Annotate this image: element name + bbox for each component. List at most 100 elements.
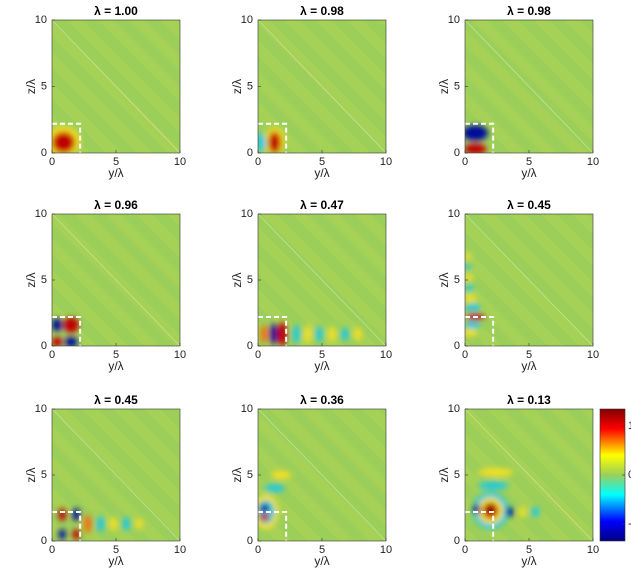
y-tick-label: 5	[247, 274, 253, 286]
field-blob	[465, 303, 481, 312]
source-box	[465, 122, 495, 153]
x-tick-label: 10	[380, 349, 392, 361]
field-blob	[268, 131, 282, 153]
x-tick-label: 10	[587, 156, 599, 168]
field-blobs	[472, 468, 540, 530]
field-map	[52, 20, 180, 153]
field-blob	[477, 481, 509, 490]
y-tick-label: 5	[41, 469, 47, 481]
x-tick-label: 0	[255, 156, 261, 168]
field-blob	[341, 327, 349, 341]
source-box	[258, 510, 288, 541]
y-tick-label: 5	[454, 274, 460, 286]
y-tick-label: 0	[247, 147, 253, 159]
field-blob	[58, 529, 67, 540]
x-axis-label: y/λ	[108, 166, 123, 180]
x-tick-label: 0	[462, 156, 468, 168]
x-tick-label: 5	[526, 544, 532, 556]
y-tick-label: 5	[247, 80, 253, 92]
field-blob	[52, 318, 63, 332]
source-box	[52, 315, 82, 346]
x-tick-label: 5	[526, 156, 532, 168]
panel-title: λ = 0.13	[507, 393, 551, 407]
field-blob	[84, 514, 92, 534]
source-box	[465, 510, 495, 541]
field-blobs	[52, 316, 79, 346]
colorbar-tick-label: -1	[628, 518, 631, 530]
field-blob	[72, 507, 81, 522]
y-tick-label: 5	[454, 469, 460, 481]
diagonal	[52, 214, 180, 346]
y-tick-label: 10	[448, 208, 460, 220]
y-tick-label: 10	[448, 14, 460, 26]
field-blob	[260, 324, 269, 344]
x-tick-label: 0	[255, 349, 261, 361]
panel: 0 5 10 0 5 10 λ = 0.45 y/λ z/λ	[24, 393, 186, 568]
source-box	[465, 315, 495, 346]
field-blob	[264, 484, 285, 493]
y-axis-label: z/λ	[230, 79, 244, 94]
x-axis-label: y/λ	[314, 554, 329, 568]
y-tick-label: 10	[448, 403, 460, 415]
y-axis-label: z/λ	[230, 467, 244, 482]
field-blob	[269, 323, 278, 345]
y-tick-label: 10	[241, 208, 253, 220]
diagonal	[465, 20, 593, 153]
field-map	[465, 214, 593, 346]
field-blob	[354, 327, 362, 341]
field-blob	[109, 517, 118, 531]
field-blob	[518, 506, 527, 518]
y-tick-label: 0	[454, 147, 460, 159]
field-blobs	[260, 322, 362, 346]
x-tick-label: 0	[462, 349, 468, 361]
x-tick-label: 5	[319, 156, 325, 168]
x-axis-label: y/λ	[521, 359, 536, 373]
x-axis-label: y/λ	[108, 359, 123, 373]
y-tick-label: 0	[41, 147, 47, 159]
y-tick-label: 10	[241, 14, 253, 26]
field-blob	[52, 131, 76, 153]
field-blobs	[465, 125, 489, 153]
source-box	[52, 122, 82, 153]
field-blob	[465, 320, 481, 329]
y-tick-label: 10	[35, 403, 47, 415]
y-tick-label: 10	[35, 14, 47, 26]
x-tick-label: 5	[526, 349, 532, 361]
panel: 0 5 10 0 5 10 λ = 0.98 y/λ z/λ	[437, 4, 599, 180]
diagonal	[258, 409, 386, 541]
y-axis-label: z/λ	[230, 272, 244, 287]
field-blob	[122, 517, 131, 531]
diagonal	[258, 20, 386, 153]
panel: 0 5 10 0 5 10 λ = 0.45 y/λ z/λ	[437, 198, 599, 373]
x-tick-label: 5	[113, 156, 119, 168]
panel-title: λ = 0.98	[507, 4, 551, 18]
y-tick-label: 5	[41, 274, 47, 286]
field-map	[258, 20, 386, 153]
panel: 0 5 10 0 5 10 λ = 0.96 y/λ z/λ	[24, 198, 186, 373]
panel-title: λ = 0.96	[94, 198, 138, 212]
x-tick-label: 10	[174, 156, 186, 168]
x-tick-label: 10	[174, 544, 186, 556]
field-blob	[258, 133, 266, 152]
field-blob	[72, 529, 81, 540]
y-tick-label: 0	[454, 535, 460, 547]
field-blob	[270, 471, 292, 479]
x-tick-label: 10	[380, 156, 392, 168]
y-axis-label: z/λ	[437, 79, 451, 94]
field-blob	[477, 468, 514, 477]
field-blob	[58, 507, 67, 522]
x-tick-label: 0	[462, 544, 468, 556]
source-box	[52, 510, 82, 541]
x-tick-label: 10	[380, 544, 392, 556]
y-axis-label: z/λ	[437, 467, 451, 482]
field-blob	[292, 324, 301, 344]
field-blob	[505, 506, 514, 518]
panel-title: λ = 0.98	[300, 4, 344, 18]
field-blob	[328, 326, 337, 343]
field-blobs	[52, 126, 81, 153]
field-map	[52, 214, 180, 346]
field-blob	[96, 515, 105, 532]
x-axis-label: y/λ	[521, 166, 536, 180]
